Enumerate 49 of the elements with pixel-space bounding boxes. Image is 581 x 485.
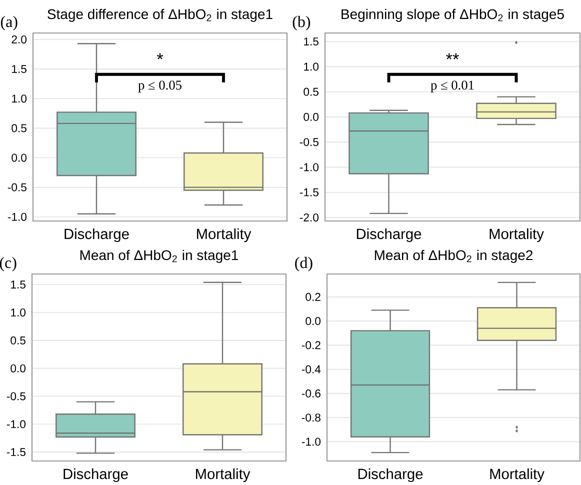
y-tick-label: -1.0 [302, 438, 321, 446]
x-tick-label: Discharge [64, 228, 129, 242]
annotation: ** [446, 53, 459, 60]
annotation: * [156, 53, 164, 60]
y-tick-label: -1.5 [300, 188, 318, 196]
y-tick-label: -0.4 [302, 365, 321, 374]
x-tick-label: Mortality [490, 228, 544, 242]
y-tick-label: -2.0 [300, 213, 319, 222]
y-tick-label: 0.0 [12, 154, 27, 162]
text: (c) [0, 256, 16, 272]
y-tick-label: 1.0 [12, 94, 27, 103]
annotation: p ≤ 0.01 [430, 80, 474, 92]
y-tick-label: -1.0 [300, 163, 319, 172]
y-tick-label: -0.8 [302, 414, 320, 422]
y-tick-label: 1.5 [304, 38, 318, 46]
y-tick-label: 0.0 [304, 112, 319, 121]
y-tick-label: 0.5 [304, 88, 318, 96]
x-tick-label: Mortality [197, 228, 252, 242]
y-tick-label: -0.2 [302, 341, 320, 350]
x-tick-label: Mortality [490, 468, 544, 482]
y-tick-label: -1.0 [6, 420, 26, 428]
text: (d) [295, 256, 312, 272]
y-tick-label: -0.5 [6, 392, 26, 400]
y-tick-label: 0.5 [12, 124, 26, 132]
chart-title: Mean of ΔHbO$_{2}$ in stage2 [374, 250, 532, 263]
text: (a) [0, 16, 18, 30]
x-tick-label: Discharge [356, 228, 422, 242]
y-tick-label: 0.5 [10, 336, 26, 344]
chart-title: Stage difference of ΔHbO$_{2}$ in stage1 [48, 8, 272, 22]
y-tick-label: 1.5 [11, 280, 26, 289]
y-tick-label: -0.5 [300, 138, 318, 146]
x-tick-label: Mortality [196, 468, 250, 482]
y-tick-label: 2.0 [12, 35, 27, 44]
text: (b) [292, 16, 310, 30]
y-tick-label: 1.0 [304, 62, 319, 71]
chart-title: Beginning slope of ΔHbO$_{2}$ in stage5 [342, 8, 564, 22]
y-tick-label: 1.0 [11, 308, 26, 317]
chart-title: Mean of ΔHbO$_{2}$ in stage1 [80, 250, 238, 263]
y-tick-label: 0.0 [306, 317, 321, 326]
y-tick-label: 0.2 [306, 292, 320, 301]
y-tick-label: 1.5 [12, 65, 26, 73]
y-tick-label: -1.0 [8, 212, 27, 221]
y-tick-label: -0.5 [8, 183, 26, 192]
y-tick-label: 0.0 [10, 364, 26, 372]
y-tick-label: -1.5 [6, 448, 26, 456]
annotation: p ≤ 0.05 [138, 80, 182, 92]
y-tick-label: -0.6 [302, 389, 320, 398]
x-tick-label: Discharge [64, 468, 128, 482]
x-tick-label: Discharge [358, 468, 423, 482]
